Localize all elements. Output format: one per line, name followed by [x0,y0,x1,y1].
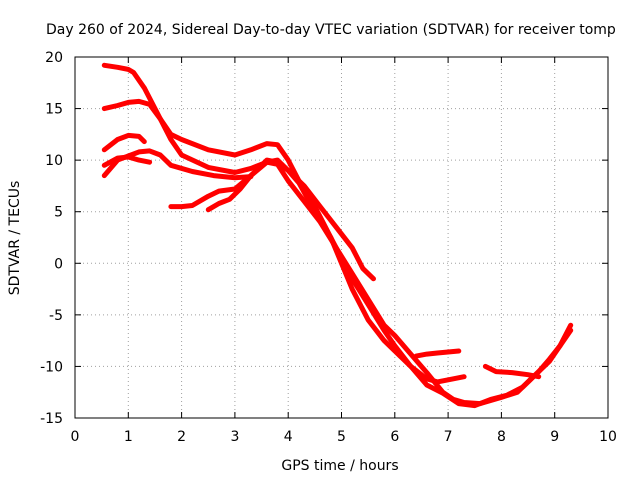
x-tick-label: 0 [71,429,80,445]
x-tick-label: 6 [390,429,399,445]
series-line-track-3 [101,132,147,153]
x-axis-label: GPS time / hours [281,458,398,474]
series-line-track-9 [482,363,542,380]
x-tick-label: 10 [599,429,617,445]
x-tick-label: 5 [337,429,346,445]
y-tick-label: 0 [54,256,63,272]
y-axis-label: SDTVAR / TECUs [7,181,23,296]
x-tick-label: 1 [124,429,133,445]
x-tick-label: 9 [550,429,559,445]
series-group [101,62,574,409]
series-line-track-6 [168,157,467,385]
y-tick-label: -15 [40,411,63,427]
y-tick-label: 10 [45,153,63,169]
series-line-track-1 [101,62,574,409]
chart-title: Day 260 of 2024, Sidereal Day-to-day VTE… [46,22,616,38]
ticks: 0 1 2 3 4 5 6 7 8 9 10 -15 -10 -5 0 5 10 15 20 [40,50,617,445]
x-tick-label: 3 [230,429,239,445]
x-tick-label: 4 [284,429,293,445]
y-tick-label: 20 [45,50,63,66]
series-line-track-7 [205,157,376,282]
x-tick-label: 8 [497,429,506,445]
y-tick-label: 5 [54,205,63,221]
series-line-track-5 [101,154,153,168]
y-tick-label: 15 [45,102,63,118]
y-tick-label: -10 [40,359,63,375]
series-line-track-8 [413,348,462,359]
y-tick-label: -5 [49,308,63,324]
x-tick-label: 2 [177,429,186,445]
x-tick-label: 7 [444,429,453,445]
